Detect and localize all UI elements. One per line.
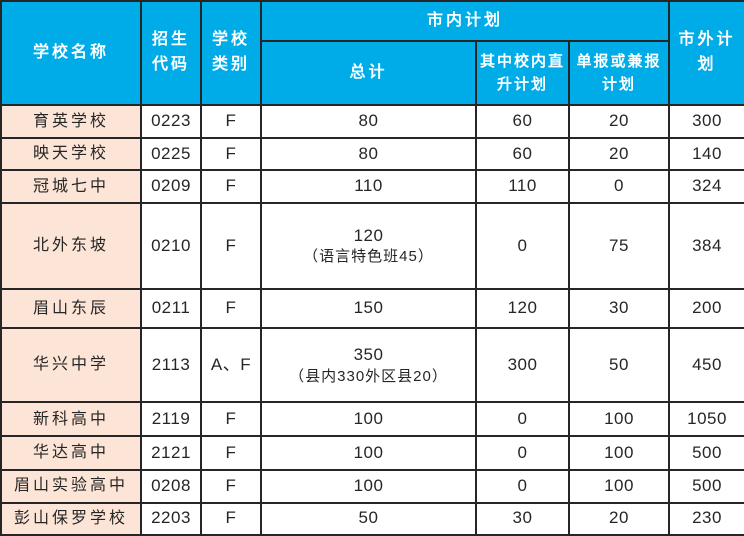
outside-cell: 500: [668, 435, 744, 471]
header-internal-promotion: 其中校内直升计划: [475, 40, 570, 106]
single-dual-cell: 20: [567, 103, 671, 140]
code-cell: 0225: [140, 137, 202, 172]
code-cell: 0208: [140, 468, 202, 504]
internal-cell: 30: [475, 501, 570, 536]
total-cell: 80: [260, 137, 477, 172]
total-cell: 50: [260, 501, 477, 536]
internal-cell: 0: [475, 401, 570, 438]
header-city-plan-group: 市内计划: [259, 0, 671, 42]
code-cell: 0210: [140, 202, 202, 290]
table-row: 映天学校 0225 F 80 60 20 140: [0, 137, 744, 172]
category-cell: F: [200, 435, 262, 471]
total-note: （县内330外区县20）: [289, 367, 448, 385]
table-row: 新科高中 2119 F 100 0 100 1050: [0, 401, 744, 438]
table-row: 眉山东辰 0211 F 150 120 30 200: [0, 287, 744, 329]
school-name-cell: 映天学校: [0, 137, 142, 172]
single-dual-cell: 30: [567, 287, 671, 329]
category-cell: F: [200, 501, 262, 536]
table-row: 华兴中学 2113 A、F 350 （县内330外区县20） 300 50 45…: [0, 326, 744, 404]
outside-cell: 450: [668, 326, 744, 404]
category-cell: F: [200, 137, 262, 172]
school-name-cell: 北外东坡: [0, 202, 142, 290]
total-cell: 100: [260, 468, 477, 504]
internal-cell: 60: [475, 103, 570, 140]
total-value: 350: [353, 344, 384, 364]
category-cell: F: [200, 202, 262, 290]
internal-cell: 0: [475, 202, 570, 290]
school-name-cell: 华兴中学: [0, 326, 142, 404]
internal-cell: 0: [475, 468, 570, 504]
single-dual-cell: 100: [567, 468, 671, 504]
single-dual-cell: 20: [567, 501, 671, 536]
table-row: 彭山保罗学校 2203 F 50 30 20 230: [0, 501, 744, 536]
table-header: 学校名称 招生代码 学校类别 市内计划 市外计划 总计 其中校内直升计划 单报或…: [0, 0, 744, 106]
total-cell: 120 （语言特色班45）: [260, 202, 477, 290]
total-cell: 110: [260, 169, 477, 205]
header-admission-code: 招生代码: [140, 0, 202, 106]
outside-cell: 324: [668, 169, 744, 205]
category-cell: F: [200, 103, 262, 140]
code-cell: 0211: [140, 287, 202, 329]
code-cell: 0223: [140, 103, 202, 140]
category-cell: F: [200, 468, 262, 504]
table-row: 冠城七中 0209 F 110 110 0 324: [0, 169, 744, 205]
outside-cell: 140: [668, 137, 744, 172]
table-row: 华达高中 2121 F 100 0 100 500: [0, 435, 744, 471]
school-name-cell: 新科高中: [0, 401, 142, 438]
code-cell: 2203: [140, 501, 202, 536]
header-school-category: 学校类别: [200, 0, 262, 106]
outside-cell: 384: [668, 202, 744, 290]
header-school-name: 学校名称: [0, 0, 142, 106]
code-cell: 2119: [140, 401, 202, 438]
single-dual-cell: 100: [567, 401, 671, 438]
outside-cell: 230: [668, 501, 744, 536]
category-cell: F: [200, 401, 262, 438]
single-dual-cell: 20: [567, 137, 671, 172]
total-cell: 80: [260, 103, 477, 140]
internal-cell: 0: [475, 435, 570, 471]
code-cell: 0209: [140, 169, 202, 205]
category-cell: F: [200, 169, 262, 205]
single-dual-cell: 50: [567, 326, 671, 404]
total-cell: 150: [260, 287, 477, 329]
school-name-cell: 彭山保罗学校: [0, 501, 142, 536]
single-dual-cell: 75: [567, 202, 671, 290]
school-name-cell: 华达高中: [0, 435, 142, 471]
total-note: （语言特色班45）: [303, 248, 434, 266]
school-name-cell: 眉山东辰: [0, 287, 142, 329]
table-body: 育英学校 0223 F 80 60 20 300 映天学校 0225 F 80 …: [0, 103, 744, 536]
total-cell: 100: [260, 401, 477, 438]
school-name-cell: 育英学校: [0, 103, 142, 140]
code-cell: 2113: [140, 326, 202, 404]
single-dual-cell: 0: [567, 169, 671, 205]
internal-cell: 120: [475, 287, 570, 329]
internal-cell: 110: [475, 169, 570, 205]
total-cell: 100: [260, 435, 477, 471]
table-row: 眉山实验高中 0208 F 100 0 100 500: [0, 468, 744, 504]
table-row: 育英学校 0223 F 80 60 20 300: [0, 103, 744, 140]
header-single-or-dual: 单报或兼报计划: [567, 40, 671, 106]
outside-cell: 500: [668, 468, 744, 504]
outside-cell: 1050: [668, 401, 744, 438]
code-cell: 2121: [140, 435, 202, 471]
header-outside-city-plan: 市外计划: [668, 0, 744, 106]
header-total: 总计: [260, 40, 477, 106]
outside-cell: 300: [668, 103, 744, 140]
school-name-cell: 冠城七中: [0, 169, 142, 205]
category-cell: A、F: [200, 326, 262, 404]
outside-cell: 200: [668, 287, 744, 329]
total-value: 120: [353, 225, 384, 245]
single-dual-cell: 100: [567, 435, 671, 471]
internal-cell: 300: [475, 326, 570, 404]
internal-cell: 60: [475, 137, 570, 172]
school-name-cell: 眉山实验高中: [0, 468, 142, 504]
table-row: 北外东坡 0210 F 120 （语言特色班45） 0 75 384: [0, 202, 744, 290]
category-cell: F: [200, 287, 262, 329]
total-cell: 350 （县内330外区县20）: [260, 326, 477, 404]
